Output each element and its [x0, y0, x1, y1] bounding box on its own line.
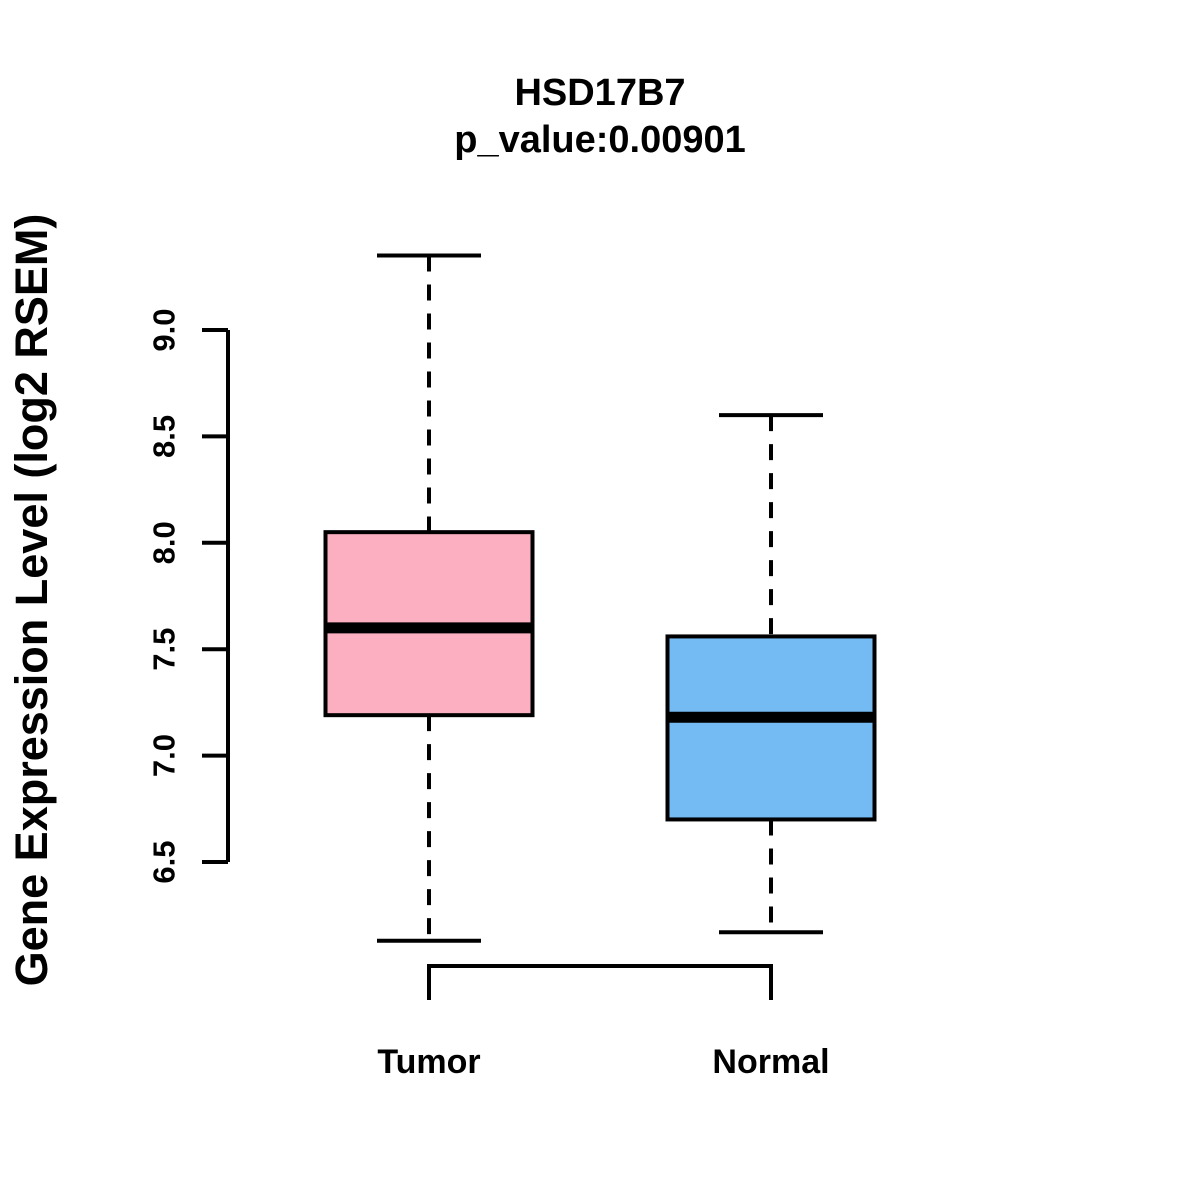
y-tick-label: 8.5	[147, 415, 182, 458]
y-tick-label: 9.0	[147, 308, 182, 351]
category-label: Tumor	[377, 1043, 480, 1081]
chart-subtitle: p_value:0.00901	[454, 119, 746, 161]
y-tick-label: 8.0	[147, 521, 182, 564]
box-normal	[665, 634, 877, 822]
y-tick-label: 6.5	[147, 840, 182, 883]
chart-title: HSD17B7	[514, 72, 686, 114]
category-label: Normal	[712, 1043, 829, 1081]
y-tick-label: 7.0	[147, 734, 182, 777]
y-tick-label: 7.5	[147, 628, 182, 671]
